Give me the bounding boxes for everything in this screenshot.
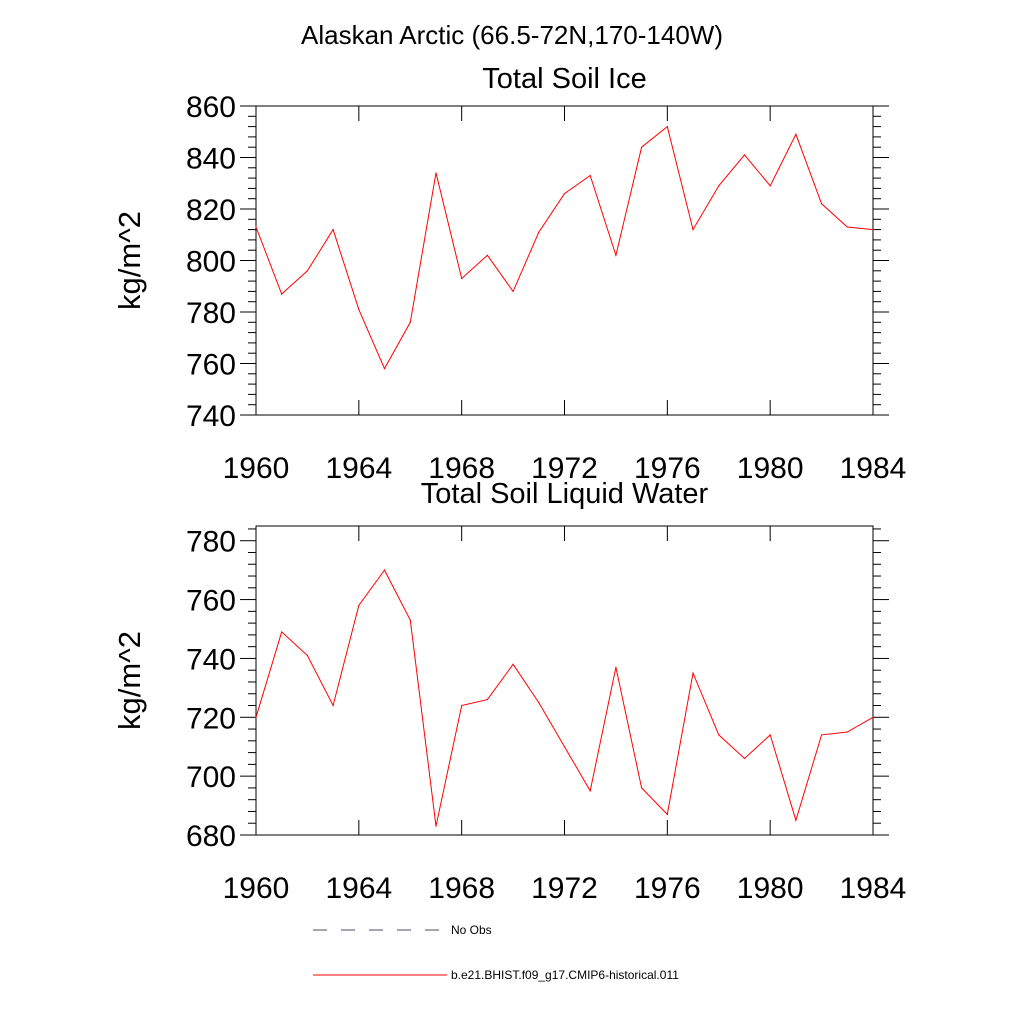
- data-point: [255, 226, 257, 228]
- y-tick-label: 780: [186, 297, 236, 330]
- data-point: [306, 654, 309, 657]
- data-point: [872, 229, 874, 231]
- series-line: [255, 125, 874, 370]
- data-point: [512, 290, 514, 292]
- x-tick-label: 1976: [634, 452, 701, 485]
- data-point: [281, 631, 283, 633]
- data-point: [383, 569, 386, 571]
- y-tick-label: 820: [186, 194, 236, 227]
- y-tick-label: 760: [186, 585, 236, 618]
- data-point: [486, 699, 488, 701]
- y-tick-label: 680: [186, 820, 236, 853]
- y-tick-label: 700: [186, 761, 236, 794]
- data-point: [820, 203, 823, 205]
- x-tick-label: 1972: [531, 872, 598, 905]
- data-point: [461, 704, 463, 707]
- data-point: [718, 734, 720, 736]
- data-point: [332, 229, 334, 231]
- data-point: [255, 716, 257, 718]
- y-tick-label: 760: [186, 349, 236, 382]
- data-point: [306, 270, 309, 272]
- x-tick-label: 1964: [325, 452, 392, 485]
- y-tick-label: 720: [186, 702, 236, 735]
- data-point: [358, 308, 360, 311]
- data-point: [563, 192, 566, 195]
- series-line: [255, 569, 874, 827]
- panel-title: Total Soil Ice: [482, 63, 646, 95]
- y-tick-label: 860: [186, 91, 236, 124]
- plot-frame: [255, 525, 874, 836]
- figure-title: Alaskan Arctic (66.5-72N,170-140W): [301, 20, 723, 50]
- data-point: [743, 154, 746, 156]
- legend-label-no-obs: No Obs: [451, 923, 492, 937]
- y-tick-label: 740: [186, 643, 236, 676]
- data-point: [358, 604, 360, 607]
- x-tick-label: 1984: [840, 872, 907, 905]
- data-point: [409, 321, 411, 323]
- data-point: [615, 254, 617, 256]
- data-point: [718, 185, 720, 187]
- data-point: [692, 229, 694, 231]
- x-tick-label: 1960: [223, 872, 290, 905]
- x-tick-label: 1980: [737, 452, 804, 485]
- data-point: [409, 619, 411, 621]
- y-axis-label: kg/m^2: [112, 211, 147, 310]
- data-point: [589, 790, 591, 792]
- y-axis-label: kg/m^2: [112, 631, 147, 730]
- data-point: [461, 277, 463, 280]
- data-point: [743, 757, 746, 760]
- data-point: [486, 254, 488, 256]
- data-point: [795, 819, 797, 821]
- data-point: [435, 172, 437, 174]
- data-point: [692, 672, 694, 674]
- data-point: [820, 734, 823, 736]
- x-tick-label: 1976: [634, 872, 701, 905]
- x-tick-label: 1980: [737, 872, 804, 905]
- data-point: [846, 731, 848, 733]
- data-point: [641, 146, 643, 148]
- data-point: [512, 663, 514, 665]
- data-point: [435, 825, 437, 827]
- y-tick-label: 840: [186, 143, 236, 176]
- data-point: [872, 716, 874, 718]
- data-point: [281, 293, 283, 295]
- x-tick-label: 1960: [223, 452, 290, 485]
- data-point: [769, 734, 771, 736]
- x-tick-label: 1968: [428, 872, 495, 905]
- x-tick-label: 1964: [325, 872, 392, 905]
- data-point: [666, 126, 668, 128]
- y-tick-label: 800: [186, 246, 236, 279]
- data-point: [332, 704, 334, 707]
- data-point: [538, 231, 540, 233]
- data-point: [538, 701, 540, 704]
- x-tick-label: 1972: [531, 452, 598, 485]
- x-tick-label: 1968: [428, 452, 495, 485]
- data-point: [795, 133, 797, 135]
- legend-label-model-run: b.e21.BHIST.f09_g17.CMIP6-historical.011: [451, 968, 679, 982]
- data-point: [666, 813, 668, 816]
- plot-frame: [255, 105, 874, 416]
- panel-title: Total Soil Liquid Water: [421, 478, 709, 510]
- data-point: [641, 787, 643, 789]
- panel-total-soil-liquid-water: Total Soil Liquid Water kg/m^2 1960 1964 196…: [112, 478, 906, 905]
- data-point: [563, 746, 566, 748]
- data-point: [615, 666, 617, 668]
- x-tick-label: 1984: [840, 452, 907, 485]
- data-point: [383, 368, 386, 370]
- y-tick-label: 780: [186, 526, 236, 559]
- y-tick-label: 740: [186, 400, 236, 433]
- panel-total-soil-ice: Total Soil Ice kg/m^2 1960 1964 1968 1972 1976…: [112, 63, 906, 485]
- legend: No Obs b.e21.BHIST.f09_g17.CMIP6-histori…: [313, 923, 679, 982]
- data-point: [846, 226, 848, 228]
- data-point: [769, 185, 771, 187]
- data-point: [589, 174, 591, 177]
